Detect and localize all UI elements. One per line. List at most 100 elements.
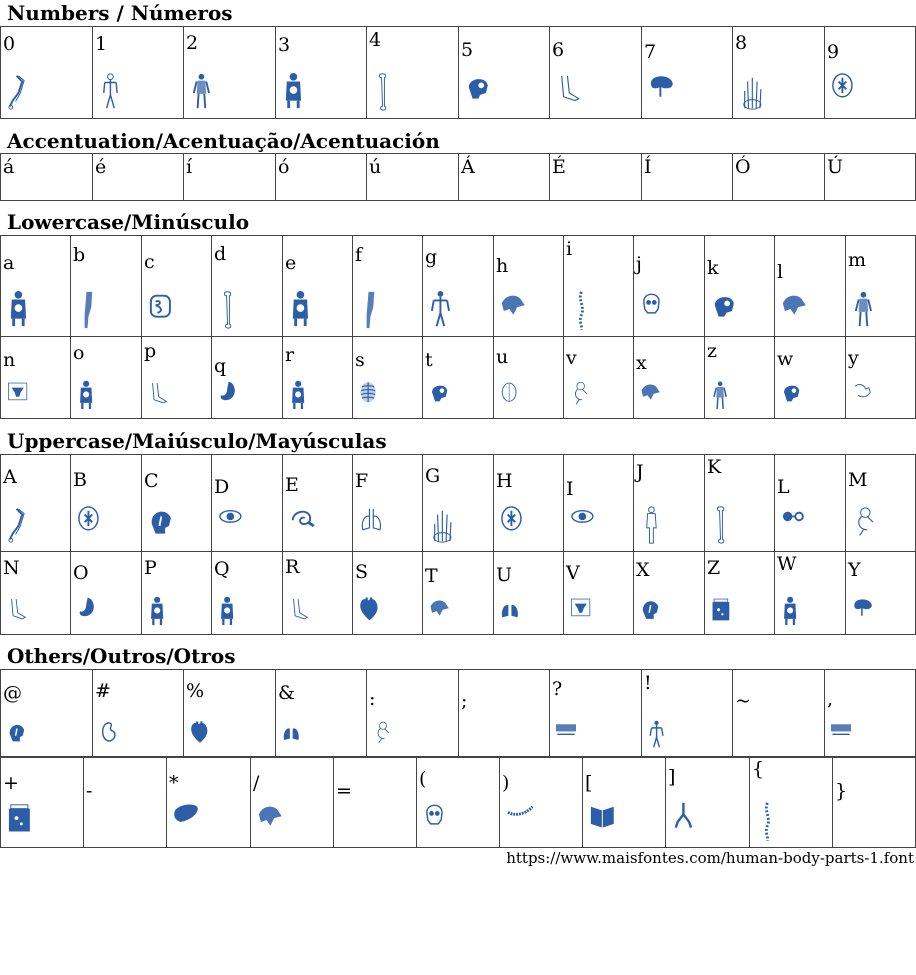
glyph-cell: 6 xyxy=(549,26,642,119)
uppercase-section-title: Uppercase/Maiúsculo/Mayúsculas xyxy=(7,429,387,453)
torso-organs-icon xyxy=(289,380,310,412)
glyph-char: a xyxy=(3,252,15,274)
glyph-char: x xyxy=(636,352,647,374)
torso-organs-icon xyxy=(781,596,802,628)
glyph-char: / xyxy=(253,772,260,794)
glyph-cell: ] xyxy=(665,757,750,848)
glyph-char: h xyxy=(496,255,509,277)
uterus-icon xyxy=(7,380,28,412)
glyph-cell: + xyxy=(0,757,84,848)
glyph-char: ? xyxy=(552,678,563,700)
glyph-char: s xyxy=(355,349,365,371)
body-muscles-icon xyxy=(711,380,732,412)
glyph-char: B xyxy=(73,469,87,491)
glyph-char: M xyxy=(848,469,868,491)
glyph-char: á xyxy=(3,156,15,178)
glyph-char: z xyxy=(707,340,718,362)
glyph-cell: ~ xyxy=(732,669,825,757)
glyph-char: ó xyxy=(278,156,290,178)
glyph-char: Á xyxy=(461,156,475,178)
glyph-char: 0 xyxy=(3,33,16,55)
pelvis-icon xyxy=(640,380,661,412)
glyph-cell: É xyxy=(549,153,642,201)
glyph-char: b xyxy=(73,244,86,266)
glyph-char: l xyxy=(777,261,784,283)
glyph-char: i xyxy=(566,238,573,260)
glyph-cell: í xyxy=(183,153,276,201)
eye-icon xyxy=(218,505,245,545)
glyph-cell: E xyxy=(282,454,353,552)
brain-stem-icon xyxy=(852,596,873,628)
ribcage-icon xyxy=(359,380,380,412)
kidney-icon xyxy=(99,720,119,750)
glyph-cell: c xyxy=(141,235,212,337)
glyph-char: & xyxy=(278,682,295,704)
glyph-cell: 1 xyxy=(92,26,184,119)
torso-organs-icon xyxy=(282,72,309,112)
glyph-char: X xyxy=(636,559,650,581)
glyph-char: d xyxy=(214,243,227,265)
head-section-icon xyxy=(148,505,175,545)
fetus-icon xyxy=(373,720,393,750)
footer-url[interactable]: https://www.maisfontes.com/human-body-pa… xyxy=(506,849,914,867)
intestines-icon xyxy=(148,290,175,330)
glyph-cell: 3 xyxy=(275,26,367,119)
glyph-cell: % xyxy=(183,669,276,757)
glyph-char: v xyxy=(566,347,577,369)
glyph-cell: d xyxy=(211,235,283,337)
glyph-cell: s xyxy=(352,336,423,419)
brain-top-icon xyxy=(831,72,858,112)
glyph-cell: 5 xyxy=(458,26,550,119)
glyph-char: 9 xyxy=(827,41,840,63)
glyph-char: t xyxy=(425,349,433,371)
glyph-char: W xyxy=(777,553,797,575)
glyph-cell: W xyxy=(774,551,846,635)
body-muscles-icon xyxy=(190,72,217,112)
spine-icon xyxy=(570,290,597,330)
glyph-cell: b xyxy=(70,235,142,337)
glyph-char: ! xyxy=(644,672,652,694)
skull-side-icon xyxy=(465,72,492,112)
glyph-cell: h xyxy=(493,235,564,337)
brain-top-icon xyxy=(77,505,104,545)
glyph-char: c xyxy=(144,251,155,273)
foot-icon xyxy=(7,596,28,628)
glyph-cell: T xyxy=(422,551,494,635)
foot-icon xyxy=(289,596,310,628)
heart-icon xyxy=(190,720,210,750)
glyph-cell: P xyxy=(141,551,212,635)
glyph-cell: ) xyxy=(499,757,583,848)
glyph-cell: x xyxy=(633,336,705,419)
glyph-char: 7 xyxy=(644,41,657,63)
glyph-cell: é xyxy=(92,153,184,201)
glyph-cell: X xyxy=(633,551,705,635)
glyph-cell: U xyxy=(493,551,564,635)
femur-icon xyxy=(218,290,245,330)
glyph-cell: ( xyxy=(416,757,500,848)
glyph-char: [ xyxy=(585,772,593,794)
femur-icon xyxy=(711,505,738,545)
glyph-char: V xyxy=(566,562,580,584)
glyph-char: ] xyxy=(668,766,676,788)
glyph-char: : xyxy=(369,688,376,710)
glyph-cell: Ú xyxy=(824,153,916,201)
glyph-cell: : xyxy=(366,669,459,757)
glyph-char: ( xyxy=(419,768,427,790)
glyph-cell: B xyxy=(70,454,142,552)
glyph-cell: n xyxy=(0,336,71,419)
glyph-char: K xyxy=(707,456,722,478)
glyph-cell: Ó xyxy=(732,153,825,201)
glyph-char: } xyxy=(835,780,848,802)
uppercase-grid-row-1: A B C D E F G H I J K L M xyxy=(0,454,916,552)
glyph-cell: [ xyxy=(582,757,666,848)
glyph-cell: z xyxy=(704,336,775,419)
arm-icon xyxy=(852,380,873,412)
skull-front-icon xyxy=(423,801,450,841)
glyph-cell: r xyxy=(282,336,353,419)
lungs-icon xyxy=(500,596,521,628)
glyph-cell: w xyxy=(774,336,846,419)
glyph-char: S xyxy=(355,561,369,583)
glyph-cell: A xyxy=(0,454,71,552)
glyph-cell: 7 xyxy=(641,26,733,119)
glasses-icon xyxy=(781,505,808,545)
